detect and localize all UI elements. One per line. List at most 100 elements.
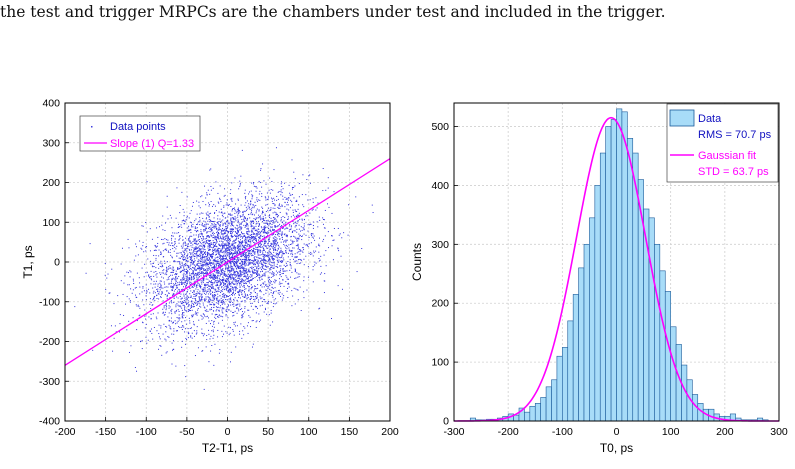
- data-point: [237, 235, 239, 237]
- data-point: [262, 263, 264, 265]
- data-point: [227, 237, 229, 239]
- data-point: [288, 249, 290, 251]
- data-point: [193, 281, 195, 283]
- data-point: [150, 302, 152, 304]
- data-point: [183, 295, 185, 297]
- data-point: [179, 226, 181, 228]
- data-point: [202, 238, 204, 240]
- data-point: [223, 250, 225, 252]
- data-point: [324, 280, 326, 282]
- data-point: [216, 291, 218, 293]
- data-point: [210, 185, 212, 187]
- data-point: [187, 265, 189, 267]
- data-point: [178, 232, 180, 234]
- data-point: [313, 250, 315, 252]
- data-point: [316, 221, 318, 223]
- data-point: [320, 265, 322, 267]
- data-point: [201, 318, 203, 320]
- data-point: [228, 246, 230, 248]
- data-point: [202, 280, 204, 282]
- data-point: [238, 270, 240, 272]
- data-point: [158, 298, 160, 300]
- data-point: [194, 273, 196, 275]
- data-point: [214, 293, 216, 295]
- data-point: [142, 299, 144, 301]
- data-point: [191, 268, 193, 270]
- data-point: [225, 235, 227, 237]
- data-point: [180, 266, 182, 268]
- data-point: [261, 270, 263, 272]
- data-point: [172, 235, 174, 237]
- data-point: [250, 200, 252, 202]
- data-point: [194, 255, 196, 257]
- data-point: [241, 337, 243, 339]
- data-point: [252, 320, 254, 322]
- data-point: [258, 243, 260, 245]
- data-point: [180, 301, 182, 303]
- data-point: [176, 252, 178, 254]
- data-point: [204, 241, 206, 243]
- data-point: [170, 311, 172, 313]
- data-point: [328, 247, 330, 249]
- data-point: [144, 263, 146, 265]
- data-point: [234, 271, 236, 273]
- data-point: [246, 218, 248, 220]
- data-point: [293, 247, 295, 249]
- data-point: [242, 259, 244, 261]
- data-point: [262, 252, 264, 254]
- data-point: [241, 241, 243, 243]
- data-point: [261, 212, 263, 214]
- data-point: [216, 239, 218, 241]
- y-tick-label: -100: [39, 296, 60, 308]
- data-point: [239, 224, 241, 226]
- data-point: [270, 301, 272, 303]
- data-point: [186, 282, 188, 284]
- data-point: [249, 293, 251, 295]
- data-point: [165, 352, 167, 354]
- data-point: [209, 261, 211, 263]
- data-point: [187, 289, 189, 291]
- data-point: [239, 290, 241, 292]
- data-point: [214, 314, 216, 316]
- data-point: [281, 225, 283, 227]
- data-point: [190, 252, 192, 254]
- data-point: [227, 247, 229, 249]
- data-point: [168, 320, 170, 322]
- data-point: [206, 267, 208, 269]
- data-point: [237, 199, 239, 201]
- data-point: [187, 328, 189, 330]
- data-point: [237, 221, 239, 223]
- data-point: [126, 329, 128, 331]
- data-point: [185, 323, 187, 325]
- data-point: [253, 238, 255, 240]
- data-point: [273, 281, 275, 283]
- data-point: [215, 294, 217, 296]
- data-point: [317, 202, 319, 204]
- data-point: [255, 247, 257, 249]
- data-point: [176, 273, 178, 275]
- data-point: [270, 252, 272, 254]
- data-point: [154, 249, 156, 251]
- data-point: [244, 275, 246, 277]
- data-point: [193, 242, 195, 244]
- data-point: [239, 259, 241, 261]
- data-point: [239, 286, 241, 288]
- data-point: [238, 265, 240, 267]
- data-point: [172, 245, 174, 247]
- data-point: [212, 249, 214, 251]
- data-point: [271, 234, 273, 236]
- data-point: [277, 252, 279, 254]
- data-point: [216, 248, 218, 250]
- data-point: [312, 269, 314, 271]
- data-point: [212, 291, 214, 293]
- data-point: [234, 297, 236, 299]
- data-point: [293, 186, 295, 188]
- data-point: [211, 255, 213, 257]
- data-point: [270, 281, 272, 283]
- data-point: [177, 320, 179, 322]
- data-point: [240, 260, 242, 262]
- data-point: [244, 293, 246, 295]
- data-point: [242, 279, 244, 281]
- data-point: [188, 309, 190, 311]
- data-point: [255, 235, 257, 237]
